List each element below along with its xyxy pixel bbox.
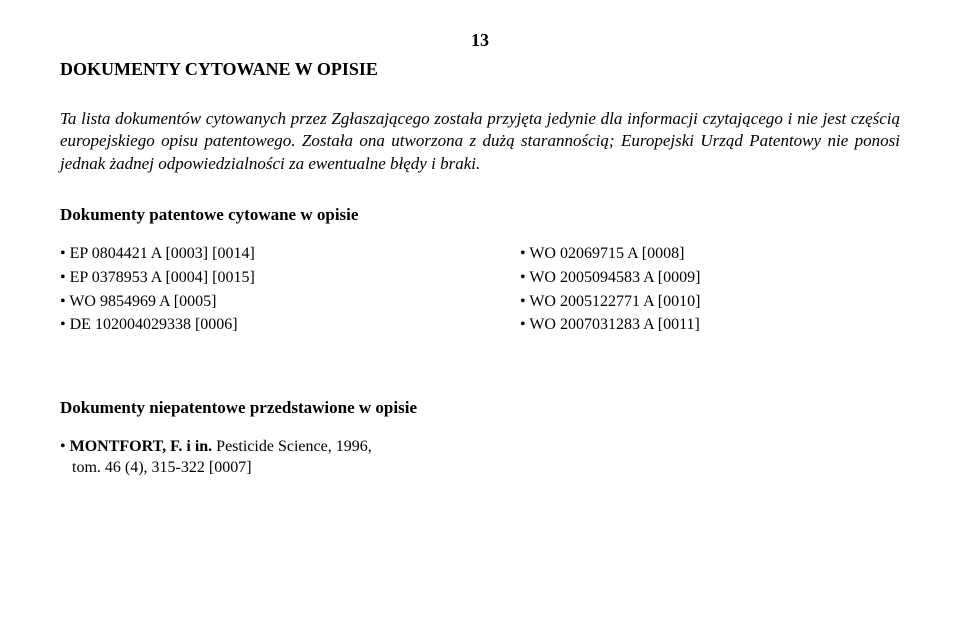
main-heading: DOKUMENTY CYTOWANE W OPISIE: [60, 59, 900, 80]
patent-ref: EP 0378953 A [0004] [0015]: [60, 267, 440, 289]
patent-references-left: EP 0804421 A [0003] [0014] EP 0378953 A …: [60, 243, 440, 337]
patent-list-right: WO 02069715 A [0008] WO 2005094583 A [00…: [520, 243, 900, 335]
document-page: 13 DOKUMENTY CYTOWANE W OPISIE Ta lista …: [0, 0, 960, 622]
patent-ref: WO 9854969 A [0005]: [60, 291, 440, 313]
nonpatent-author: MONTFORT, F. i in.: [70, 438, 213, 455]
patent-ref: WO 2005122771 A [0010]: [520, 291, 900, 313]
patent-references-right: WO 02069715 A [0008] WO 2005094583 A [00…: [520, 243, 900, 337]
patent-ref: WO 2007031283 A [0011]: [520, 314, 900, 336]
patent-ref: EP 0804421 A [0003] [0014]: [60, 243, 440, 265]
nonpatent-section-heading: Dokumenty niepatentowe przedstawione w o…: [60, 398, 900, 418]
nonpatent-rest: Pesticide Science, 1996,: [212, 438, 372, 455]
patent-ref: WO 02069715 A [0008]: [520, 243, 900, 265]
nonpatent-line2: tom. 46 (4), 315-322 [0007]: [72, 457, 900, 479]
patent-references-columns: EP 0804421 A [0003] [0014] EP 0378953 A …: [60, 243, 900, 337]
patent-section-heading: Dokumenty patentowe cytowane w opisie: [60, 205, 900, 225]
page-number: 13: [60, 30, 900, 51]
patent-list-left: EP 0804421 A [0003] [0014] EP 0378953 A …: [60, 243, 440, 335]
nonpatent-reference: • MONTFORT, F. i in. Pesticide Science, …: [60, 436, 900, 479]
patent-ref: DE 102004029338 [0006]: [60, 314, 440, 336]
patent-ref: WO 2005094583 A [0009]: [520, 267, 900, 289]
intro-paragraph: Ta lista dokumentów cytowanych przez Zgł…: [60, 108, 900, 175]
